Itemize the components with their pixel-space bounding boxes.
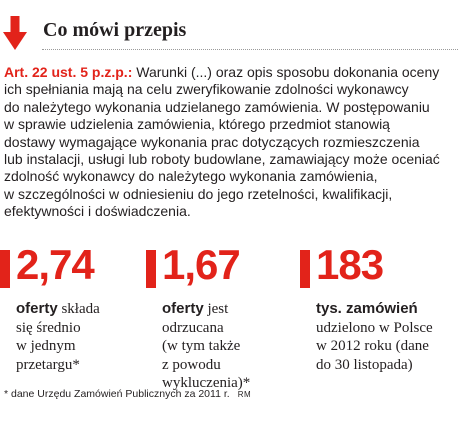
section-title: Co mówi przepis xyxy=(43,19,187,41)
header-divider xyxy=(42,49,458,50)
stat-marker xyxy=(0,250,10,288)
article-line: lub instalacji, usługi lub roboty budowl… xyxy=(4,151,440,168)
stat-orders-awarded: 183 tys. zamówień udzielono w Polsce w 2… xyxy=(300,242,458,377)
section-header: Co mówi przepis xyxy=(0,16,458,52)
arrow-down-icon xyxy=(3,16,27,50)
legal-provision-text: Art. 22 ust. 5 p.z.p.: Warunki (...) ora… xyxy=(4,64,456,221)
stat-value: 183 xyxy=(316,241,384,288)
stat-offers-per-tender: 2,74 oferty składa się średnio w jednym … xyxy=(0,242,140,377)
article-reference: Art. 22 ust. 5 p.z.p.: xyxy=(4,64,133,80)
article-line: zdolność wykonawcy do należytego wykonan… xyxy=(4,168,378,185)
article-line: w szczególności w odniesieniu do jego rz… xyxy=(4,185,393,202)
author-credit: RM xyxy=(237,390,252,399)
footnote: * dane Urzędu Zamówień Publicznych za 20… xyxy=(4,388,251,400)
article-line: Art. 22 ust. 5 p.z.p.: Warunki (...) ora… xyxy=(4,64,440,80)
article-line: dostawy wymagające wykonania prac dotycz… xyxy=(4,133,420,150)
stat-rejected-offers: 1,67 oferty jest odrzucana (w tym także … xyxy=(146,241,296,391)
stat-label: oferty xyxy=(162,300,204,317)
stat-description: tys. zamówień udzielono w Polsce w 2012 … xyxy=(316,300,433,373)
stat-value: 1,67 xyxy=(162,241,241,288)
footnote-text: * dane Urzędu Zamówień Publicznych za 20… xyxy=(4,388,230,400)
stat-marker xyxy=(146,250,156,288)
stat-label: oferty xyxy=(16,300,58,317)
stat-description: oferty jest odrzucana (w tym także z pow… xyxy=(162,300,251,391)
article-line: w sprawie udzielenia zamówienia, którego… xyxy=(4,116,390,133)
stat-value: 2,74 xyxy=(16,241,95,288)
article-line: do należytego wykonania udzielanego zamó… xyxy=(4,98,430,115)
article-line: ich spełniania mają na celu zweryfikowan… xyxy=(4,81,409,98)
stat-marker xyxy=(300,250,310,288)
article-line: efektywności i doświadczenia. xyxy=(4,203,191,220)
stat-description: oferty składa się średnio w jednym przet… xyxy=(16,300,100,373)
stat-label: tys. zamówień xyxy=(316,300,418,317)
